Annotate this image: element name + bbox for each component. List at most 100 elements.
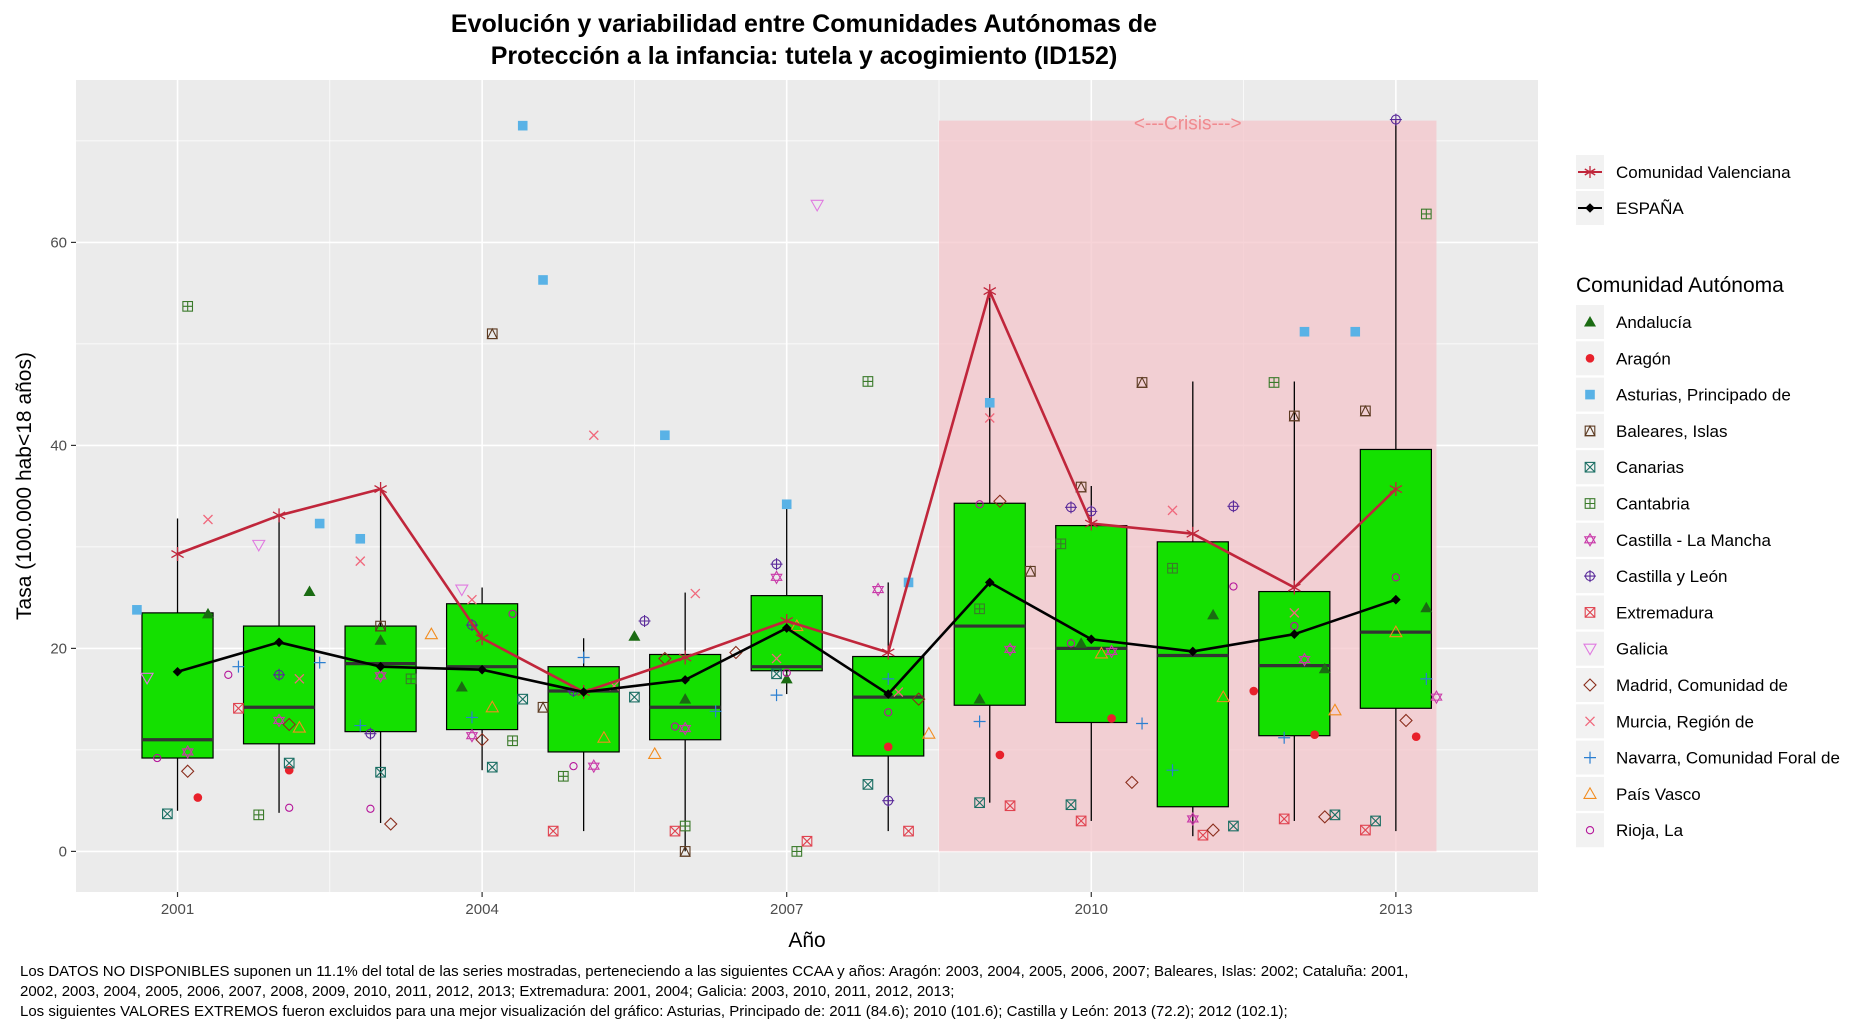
boxplots	[141, 120, 1432, 852]
point-extremadura	[1360, 824, 1371, 836]
point-aragon	[883, 742, 893, 752]
point-navarra-comunidad-foral-de	[354, 719, 367, 732]
point-rioja-la	[224, 670, 233, 679]
series-points-aragon	[193, 686, 1421, 802]
point-canarias	[974, 797, 985, 809]
point-pais-vasco	[596, 730, 611, 743]
point-andalucia	[1207, 608, 1220, 620]
point-murcia-region-de	[690, 588, 701, 599]
legend-key-marker	[1584, 498, 1596, 509]
series-points-navarra-comunidad-foral-de	[232, 651, 1433, 777]
point-murcia-region-de	[355, 556, 366, 567]
box	[953, 502, 1026, 706]
y-axis-title: Tasa (100.000 hab<18 años)	[13, 352, 36, 620]
point-asturias-principado-de	[984, 397, 995, 408]
legend-item-comunidad-valenciana: Comunidad Valenciana	[1576, 155, 1791, 189]
point-rioja-la	[153, 753, 162, 763]
point-baleares-islas	[1359, 404, 1372, 417]
point-aragon	[1310, 730, 1319, 739]
point-pais-vasco	[485, 700, 500, 713]
point-madrid-comunidad-de	[180, 764, 195, 778]
legend-label-baleares-islas: Baleares, Islas	[1616, 422, 1728, 441]
series-points-pais-vasco	[292, 618, 1403, 760]
point-baleares-islas	[374, 620, 387, 632]
series-points-cantabria	[182, 208, 1432, 857]
point-canarias	[1228, 820, 1239, 832]
line-point-espana	[1086, 634, 1097, 645]
chart: Evolución y variabilidad entre Comunidad…	[13, 10, 1840, 952]
line-point-comunidad-valenciana	[171, 547, 184, 562]
point-andalucia	[374, 634, 387, 645]
legend-label-pais-vasco: País Vasco	[1616, 785, 1701, 804]
point-andalucia	[1075, 637, 1088, 648]
point-aragon	[1411, 732, 1421, 742]
point-pais-vasco	[1327, 703, 1342, 716]
point-murcia-region-de	[1289, 607, 1300, 618]
legend-item-castilla-y-leon: Castilla y León	[1576, 559, 1728, 594]
point-castilla-y-leon	[638, 614, 651, 627]
legend-label-madrid-comunidad-de: Madrid, Comunidad de	[1616, 676, 1788, 695]
point-castilla-y-leon	[364, 727, 377, 740]
point-asturias-principado-de	[132, 605, 142, 615]
point-castilla-y-leon	[1227, 500, 1240, 513]
series-points-canarias	[162, 668, 1381, 832]
point-extremadura	[233, 702, 244, 714]
point-canarias	[486, 761, 498, 773]
point-cantabria	[974, 603, 985, 615]
legend-item-andalucia: Andalucía	[1576, 305, 1692, 339]
point-castilla-la-mancha	[465, 728, 479, 743]
point-pais-vasco	[424, 627, 439, 640]
point-pais-vasco	[647, 746, 662, 760]
point-castilla-y-leon	[273, 668, 286, 681]
point-aragon	[1249, 686, 1259, 696]
legend-label-galicia: Galicia	[1616, 640, 1669, 659]
boxplot-2002	[242, 514, 316, 813]
legend-key	[1576, 631, 1604, 666]
point-asturias-principado-de	[538, 275, 548, 285]
point-canarias	[375, 766, 386, 778]
point-canarias	[629, 691, 640, 703]
point-madrid-comunidad-de	[993, 494, 1007, 509]
legend-label-canarias: Canarias	[1616, 458, 1684, 477]
legend-key-marker	[1583, 643, 1597, 656]
legend-key-marker	[1585, 389, 1595, 400]
point-extremadura	[1004, 800, 1016, 812]
legend-item-rioja-la: Rioja, La	[1576, 813, 1684, 848]
point-pais-vasco	[292, 720, 307, 733]
point-cantabria	[405, 673, 417, 685]
line-point-espana	[578, 687, 589, 697]
legend-item-murcia-region-de: Murcia, Región de	[1576, 704, 1754, 739]
point-murcia-region-de	[466, 594, 477, 605]
point-canarias	[1065, 799, 1077, 811]
legend-item-asturias-principado-de: Asturias, Principado de	[1576, 377, 1791, 412]
legend-key	[1576, 776, 1604, 811]
line-point-comunidad-valenciana	[1084, 516, 1098, 531]
chart-title-line1: Evolución y variabilidad entre Comunidad…	[451, 10, 1157, 38]
point-asturias-principado-de	[1299, 326, 1310, 337]
point-cantabria	[1420, 208, 1432, 220]
point-rioja-la	[366, 804, 375, 813]
legend-key-marker	[1585, 353, 1595, 363]
legend-item-madrid-comunidad-de: Madrid, Comunidad de	[1576, 668, 1788, 702]
point-rioja-la	[975, 500, 984, 509]
point-aragon	[193, 793, 203, 802]
box	[1156, 541, 1229, 808]
point-extremadura	[1278, 813, 1290, 825]
point-cantabria	[1055, 538, 1067, 550]
point-aragon	[995, 750, 1005, 760]
series-points-castilla-y-leon	[273, 113, 1402, 807]
point-aragon	[284, 765, 294, 775]
point-madrid-comunidad-de	[383, 817, 398, 831]
point-baleares-islas	[1024, 565, 1037, 577]
box	[141, 612, 214, 759]
point-castilla-la-mancha	[1003, 642, 1017, 657]
line-point-comunidad-valenciana	[374, 482, 387, 497]
point-cantabria	[507, 735, 518, 747]
point-cantabria	[679, 820, 691, 832]
point-canarias	[517, 693, 529, 705]
point-navarra-comunidad-foral-de	[465, 711, 478, 724]
point-castilla-y-leon	[1389, 113, 1402, 126]
point-baleares-islas	[679, 845, 691, 857]
box	[852, 655, 925, 757]
point-cantabria	[791, 846, 803, 857]
